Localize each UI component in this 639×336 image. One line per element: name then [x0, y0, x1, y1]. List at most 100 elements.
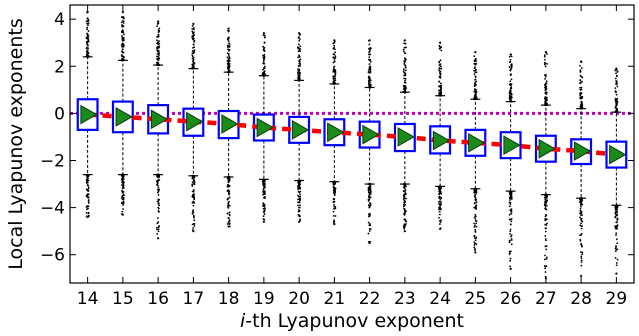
flier-point [156, 200, 159, 203]
flier-point [193, 223, 196, 225]
y-tick-label: 0 [54, 104, 65, 124]
flier-point [121, 45, 123, 48]
flier-point [332, 42, 335, 45]
flier-point [192, 61, 194, 63]
flier-point [368, 50, 371, 53]
flier-point [404, 189, 407, 191]
flier-point [298, 60, 301, 63]
flier-point [263, 193, 266, 195]
flier-point [475, 220, 478, 222]
flier-point [544, 75, 547, 78]
flier-point [228, 219, 231, 222]
flier-point [369, 60, 372, 63]
mean-marker-25 [468, 132, 486, 153]
flier-point [616, 258, 619, 261]
flier-point [403, 204, 406, 207]
flier-point [158, 45, 161, 48]
flier-point [122, 202, 125, 205]
flier-point [227, 68, 230, 71]
flier-point-extreme [403, 230, 406, 233]
flier-point [333, 198, 336, 200]
flier-point [544, 238, 547, 240]
flier-point-extreme [439, 41, 442, 44]
flier-point [157, 186, 160, 189]
flier-point [614, 225, 617, 228]
flier-point [121, 35, 123, 37]
flier-point [580, 234, 582, 236]
flier-point [86, 205, 89, 208]
flier-point [192, 43, 195, 46]
flier-point [579, 82, 581, 85]
flier-point [510, 67, 512, 70]
flier-point [367, 68, 370, 71]
flier-point [404, 185, 406, 188]
flier-point [616, 74, 618, 77]
flier-point [192, 33, 195, 36]
flier-point [440, 197, 443, 199]
flier-point [191, 27, 194, 30]
flier-point [193, 198, 196, 201]
flier-point [369, 81, 371, 84]
flier-point [440, 49, 443, 52]
flier-point [333, 207, 336, 210]
flier-point [473, 216, 476, 219]
flier-point [404, 77, 407, 80]
flier-point [438, 44, 441, 47]
flier-point [297, 190, 300, 193]
flier-point [544, 203, 547, 206]
flier-point [545, 248, 547, 251]
x-axis-label-index: i [240, 310, 246, 332]
flier-point [474, 228, 477, 231]
flier-point [402, 68, 405, 71]
flier-point [156, 61, 159, 64]
flier-point [509, 218, 512, 221]
flier-point-extreme [121, 10, 124, 14]
flier-point [403, 227, 406, 230]
flier-point [615, 234, 617, 237]
flier-point [86, 34, 89, 36]
flier-point [298, 65, 300, 68]
flier-point [580, 203, 583, 205]
mean-marker-15 [115, 107, 133, 127]
flier-point-extreme [192, 230, 195, 233]
flier-point [226, 212, 229, 215]
flier-point [87, 40, 90, 43]
flier-point [298, 69, 301, 72]
flier-point [440, 67, 443, 70]
flier-point [369, 192, 372, 194]
flier-point [615, 101, 617, 104]
flier-point [121, 50, 123, 53]
flier-point [474, 224, 476, 227]
flier-point [263, 190, 266, 193]
flier-point [510, 195, 513, 198]
flier-point [297, 181, 300, 184]
flier-point-extreme [509, 53, 512, 56]
flier-point [86, 17, 89, 20]
flier-point [616, 242, 619, 245]
flier-point [509, 199, 511, 201]
flier-point [158, 225, 161, 227]
flier-point [475, 71, 478, 74]
mean-marker-28 [573, 141, 592, 161]
flier-point [299, 195, 302, 198]
flier-point [475, 80, 478, 83]
flier-point [333, 60, 336, 63]
flier-point [369, 71, 372, 73]
flier-point [440, 84, 443, 87]
flier-point [297, 201, 300, 204]
flier-point [228, 46, 231, 48]
flier-point [439, 75, 442, 78]
flier-point [263, 34, 266, 37]
flier-point [157, 221, 160, 224]
flier-point [509, 74, 512, 76]
flier-point-extreme [439, 227, 442, 230]
flier-point [333, 44, 336, 47]
flier-point [368, 80, 370, 82]
x-tick-label: 27 [535, 289, 557, 309]
flier-point [193, 219, 196, 222]
x-tick-label: 21 [324, 289, 346, 309]
flier-point [615, 103, 618, 106]
flier-point [509, 196, 511, 199]
flier-point [122, 192, 124, 194]
flier-point [120, 21, 123, 24]
